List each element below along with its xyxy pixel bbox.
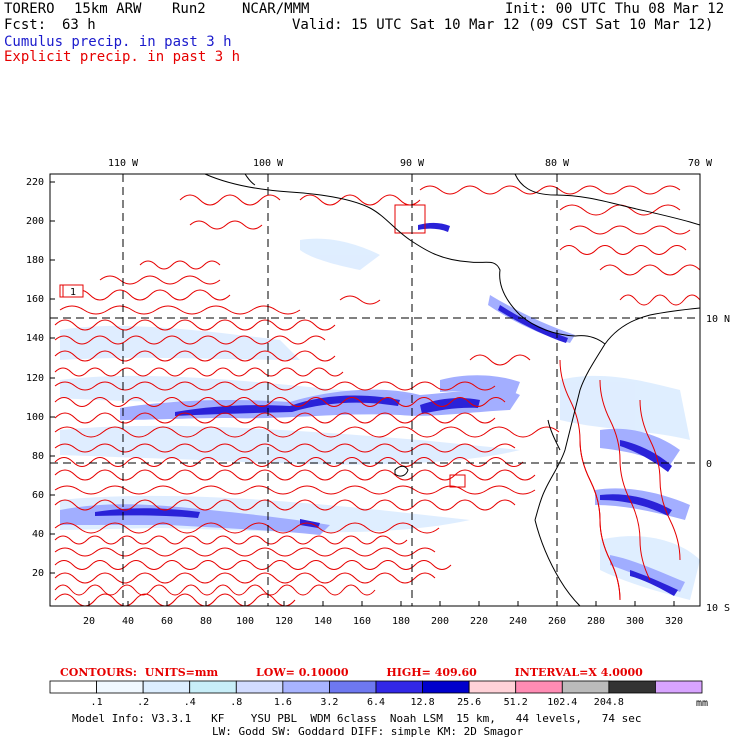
x-tick-labels: 20 40 60 80 100 120 140 160 180 200 220 … <box>83 616 683 627</box>
colorbar-tick-label: .4 <box>184 697 196 708</box>
y-tick-140: 140 <box>26 333 44 344</box>
colorbar-swatch <box>49 680 97 694</box>
contours-interval: INTERVAL=X 4.0000 <box>514 666 643 679</box>
lon-label-80w: 80 W <box>545 158 570 169</box>
x-tick-160: 160 <box>353 616 371 627</box>
y-tick-60: 60 <box>32 490 44 501</box>
x-tick-140: 140 <box>314 616 332 627</box>
longitude-labels: 110 W 100 W 90 W 80 W 70 W <box>108 158 713 169</box>
y-tick-200: 200 <box>26 216 44 227</box>
contour-info: CONTOURS: UNITS=mm LOW= 0.10000 HIGH= 40… <box>60 666 720 679</box>
x-tick-280: 280 <box>587 616 605 627</box>
x-tick-20: 20 <box>83 616 95 627</box>
colorbar-tick-label: 3.2 <box>320 697 338 708</box>
colorbar-tick-label: .8 <box>230 697 242 708</box>
plot-frame <box>49 173 701 607</box>
colorbar-swatch <box>655 680 703 694</box>
colorbar-labels: .1 .2 .4 .8 1.6 3.2 6.4 12.8 25.6 51.2 102.4 204.8 <box>91 697 624 708</box>
model-physics: LW: Godd SW: Goddard DIFF: simple KM: 2D… <box>212 725 524 738</box>
x-tick-300: 300 <box>626 616 644 627</box>
x-tick-100: 100 <box>236 616 254 627</box>
colorbar-swatch <box>422 680 470 694</box>
contours-units: UNITS=mm <box>144 666 219 679</box>
graticule <box>50 174 700 606</box>
colorbar-unit: mm <box>696 698 708 709</box>
explicit-precip-contours <box>54 185 700 606</box>
colorbar-swatch <box>142 680 191 694</box>
colorbar-tick-label: 6.4 <box>367 697 385 708</box>
x-tick-200: 200 <box>431 616 449 627</box>
contours-low: LOW= 0.10000 <box>256 666 349 679</box>
y-tick-120: 120 <box>26 373 44 384</box>
run-label: Run2 <box>172 1 206 17</box>
colorbar-swatch <box>515 680 563 694</box>
colorbar-tick-label: 51.2 <box>504 697 528 708</box>
y-tick-180: 180 <box>26 255 44 266</box>
colorbar-swatch <box>189 680 237 694</box>
lat-label-10n: 10 N <box>706 314 730 325</box>
y-tick-40: 40 <box>32 529 44 540</box>
colorbar-tick-label: 25.6 <box>457 697 481 708</box>
colorbar <box>49 680 703 694</box>
colorbar-swatch <box>282 680 330 694</box>
lat-label-10s: 10 S <box>706 603 730 614</box>
station-box-label: 1 <box>70 287 76 298</box>
lat-label-0: 0 <box>706 459 712 470</box>
lon-label-100w: 100 W <box>253 158 284 169</box>
forecast-label: Fcst: <box>4 17 47 33</box>
org-label: NCAR/MMM <box>242 1 310 17</box>
colorbar-swatch <box>235 680 284 694</box>
colorbar-tick-label: 102.4 <box>547 697 577 708</box>
lon-label-70w: 70 W <box>688 158 713 169</box>
x-tick-240: 240 <box>509 616 527 627</box>
x-tick-120: 120 <box>275 616 293 627</box>
colorbar-swatch <box>561 680 610 694</box>
colorbar-swatch <box>608 680 656 694</box>
model-name: TORERO <box>4 1 55 17</box>
station-box <box>62 284 84 298</box>
colorbar-swatch <box>329 680 377 694</box>
lon-label-110w: 110 W <box>108 158 139 169</box>
y-ticks <box>50 181 55 574</box>
x-tick-80: 80 <box>200 616 212 627</box>
coastlines <box>204 174 700 606</box>
precip-field <box>50 174 700 606</box>
lon-label-90w: 90 W <box>400 158 425 169</box>
cumulus-precip-title: Cumulus precip. in past 3 h <box>4 34 232 50</box>
contours-label: CONTOURS: <box>60 666 137 679</box>
explicit-precip-title: Explicit precip. in past 3 h <box>4 49 241 65</box>
y-tick-80: 80 <box>32 451 44 462</box>
y-tick-100: 100 <box>26 412 44 423</box>
colorbar-tick-label: 204.8 <box>594 697 624 708</box>
contours-high: HIGH= 409.60 <box>386 666 477 679</box>
colorbar-tick-label: 12.8 <box>411 697 435 708</box>
colorbar-swatch <box>96 680 144 694</box>
y-tick-labels: 220 200 180 160 140 120 100 80 60 40 20 <box>26 177 44 579</box>
colorbar-tick-label: 1.6 <box>274 697 292 708</box>
x-tick-260: 260 <box>548 616 566 627</box>
x-tick-180: 180 <box>392 616 410 627</box>
model-resolution: 15km ARW <box>74 1 142 17</box>
y-tick-160: 160 <box>26 294 44 305</box>
x-tick-220: 220 <box>470 616 488 627</box>
colorbar-swatch <box>375 680 423 694</box>
colorbar-tick-label: .1 <box>91 697 103 708</box>
forecast-hour: 63 h <box>62 17 96 33</box>
x-tick-40: 40 <box>122 616 134 627</box>
model-info: Model Info: V3.3.1 KF YSU PBL WDM 6class… <box>72 712 642 725</box>
init-time: Init: 00 UTC Thu 08 Mar 12 <box>505 1 725 17</box>
x-ticks <box>88 601 675 606</box>
y-tick-220: 220 <box>26 177 44 188</box>
latitude-labels: 10 N 0 10 S <box>706 314 730 614</box>
x-tick-320: 320 <box>665 616 683 627</box>
x-tick-60: 60 <box>161 616 173 627</box>
valid-time: Valid: 15 UTC Sat 10 Mar 12 (09 CST Sat … <box>292 17 714 33</box>
colorbar-tick-label: .2 <box>137 697 149 708</box>
y-tick-20: 20 <box>32 568 44 579</box>
colorbar-swatch <box>468 680 517 694</box>
